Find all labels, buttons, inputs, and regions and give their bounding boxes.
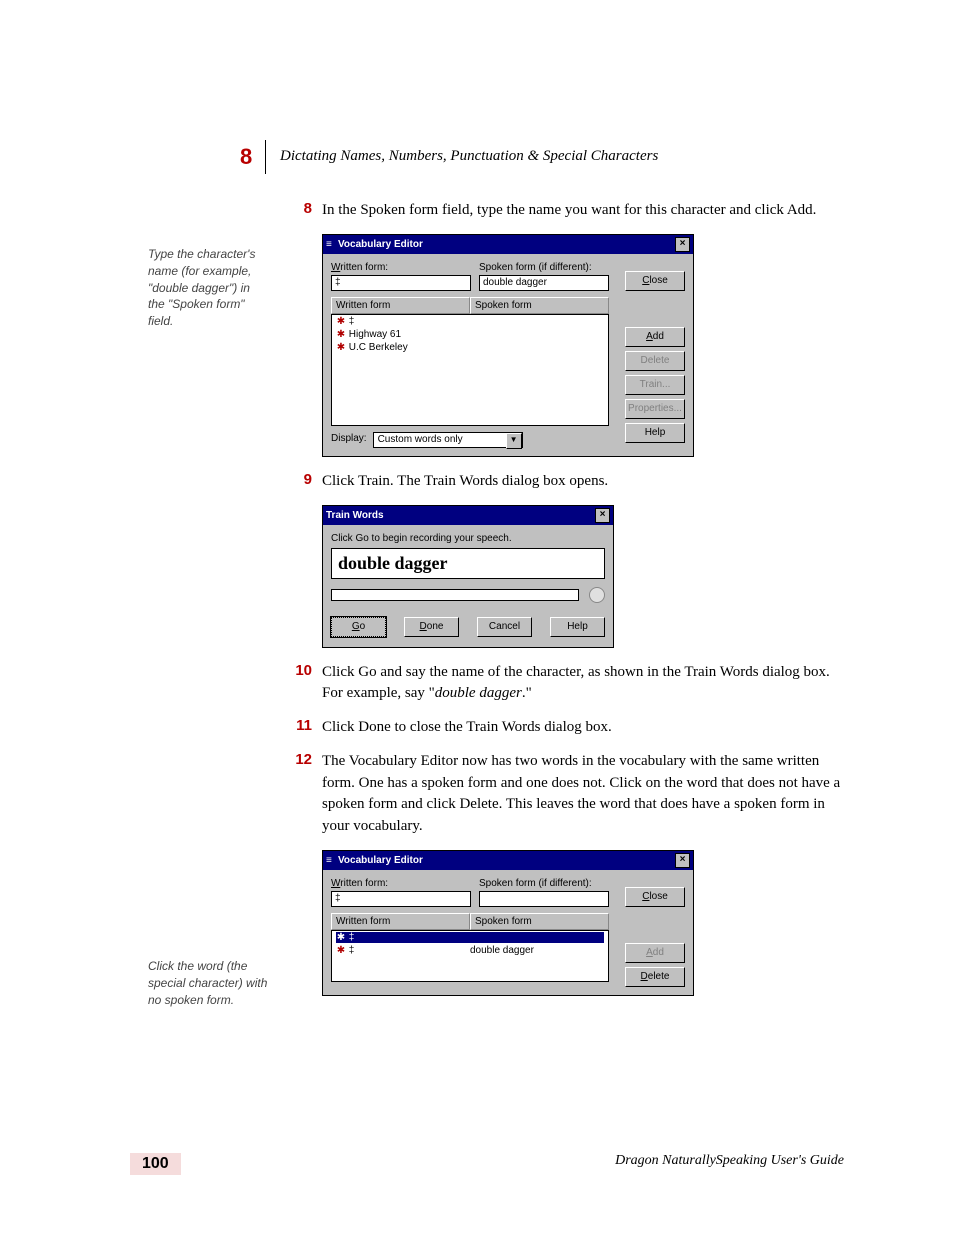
list-item[interactable]: ✱ ‡ double dagger [332,944,608,957]
list-item[interactable]: ✱ Highway 61 [332,328,608,341]
app-icon: ≡ [326,855,338,866]
chapter-title: Dictating Names, Numbers, Punctuation & … [280,148,658,165]
volume-icon [589,587,605,603]
record-icon: ✱ [336,945,346,956]
step-8: 8 In the Spoken form field, type the nam… [280,200,844,222]
dialog-title: Train Words [326,510,384,521]
chapter-rule [265,140,266,174]
spoken-form-label: Spoken form (if different): [479,878,609,889]
record-icon: ✱ [336,329,346,340]
add-button[interactable]: Add [625,943,685,963]
vocabulary-editor-dialog: ≡Vocabulary Editor × WWritten form:ritte… [322,234,694,457]
spoken-form-input[interactable]: double dagger [479,275,609,291]
spoken-form-input[interactable] [479,891,609,907]
spoken-form-label: Spoken form (if different): [479,262,609,273]
list-item-selected[interactable]: ✱ ‡ [332,931,608,944]
train-words-dialog: Train Words × Click Go to begin recordin… [322,505,614,648]
list-header-row: Written form Spoken form [331,297,609,314]
chapter-number: 8 [240,144,252,170]
done-button[interactable]: Done [404,617,459,637]
page-number: 100 [130,1153,181,1175]
step-number: 12 [280,751,322,838]
book-title: Dragon NaturallySpeaking User's Guide [615,1153,844,1175]
col-spoken-header: Spoken form [470,913,609,930]
col-written-header: Written form [331,913,470,930]
dialog-titlebar: Train Words × [323,506,613,525]
step-number: 10 [280,662,322,706]
word-list[interactable]: ✱ ‡ ✱ ‡ double dagger [331,930,609,982]
step-text: In the Spoken form field, type the name … [322,200,844,222]
step-text: Click Go and say the name of the charact… [322,662,844,706]
written-form-input[interactable]: ‡ [331,275,471,291]
close-icon[interactable]: × [595,508,610,523]
step-number: 8 [280,200,322,222]
dialog-titlebar: ≡Vocabulary Editor × [323,235,693,254]
written-form-input[interactable]: ‡ [331,891,471,907]
progress-bar [331,589,579,601]
display-dropdown-value: Custom words only [374,433,479,446]
train-word-display: double dagger [331,548,605,579]
list-item[interactable]: ✱ ‡ [332,315,608,328]
step-number: 11 [280,717,322,739]
page-footer: 100 Dragon NaturallySpeaking User's Guid… [0,1153,954,1175]
step-12: 12 The Vocabulary Editor now has two wor… [280,751,844,838]
written-form-label: WWritten form:ritten form: [331,262,471,273]
delete-button[interactable]: Delete [625,351,685,371]
dialog-title: Vocabulary Editor [338,239,423,250]
list-header-row: Written form Spoken form [331,913,609,930]
close-icon[interactable]: × [675,853,690,868]
step-text: Click Done to close the Train Words dial… [322,717,844,739]
train-button[interactable]: Train... [625,375,685,395]
add-button[interactable]: Add [625,327,685,347]
record-icon: ✱ [336,932,346,943]
app-icon: ≡ [326,239,338,250]
step-9: 9 Click Train. The Train Words dialog bo… [280,471,844,493]
word-list[interactable]: ✱ ‡ ✱ Highway 61 ✱ U.C Berkeley [331,314,609,426]
close-button[interactable]: Close [625,887,685,907]
display-dropdown[interactable]: Custom words only ▼ [373,432,523,448]
col-spoken-header: Spoken form [470,297,609,314]
record-icon: ✱ [336,342,346,353]
margin-note-click-word: Click the word (the special character) w… [148,958,268,1008]
dialog-titlebar: ≡Vocabulary Editor × [323,851,693,870]
record-icon: ✱ [336,316,346,327]
vocabulary-editor-dialog-2: ≡Vocabulary Editor × Written form: ‡ Spo… [322,850,694,996]
step-number: 9 [280,471,322,493]
margin-note-spoken-form: Type the character's name (for example, … [148,246,268,330]
help-button[interactable]: Help [550,617,605,637]
close-icon[interactable]: × [675,237,690,252]
chevron-down-icon[interactable]: ▼ [506,433,522,449]
train-instruction: Click Go to begin recording your speech. [331,533,605,544]
go-button[interactable]: Go [331,617,386,637]
properties-button[interactable]: Properties... [625,399,685,419]
cancel-button[interactable]: Cancel [477,617,532,637]
dialog-title: Vocabulary Editor [338,855,423,866]
page: 8 Dictating Names, Numbers, Punctuation … [0,0,954,1235]
display-label: Display: [331,433,367,444]
close-button[interactable]: Close [625,271,685,291]
list-item[interactable]: ✱ U.C Berkeley [332,341,608,354]
help-button[interactable]: Help [625,423,685,443]
step-10: 10 Click Go and say the name of the char… [280,662,844,706]
col-written-header: Written form [331,297,470,314]
step-text: Click Train. The Train Words dialog box … [322,471,844,493]
step-11: 11 Click Done to close the Train Words d… [280,717,844,739]
delete-button[interactable]: Delete [625,967,685,987]
step-text: The Vocabulary Editor now has two words … [322,751,844,838]
written-form-label: Written form: [331,878,471,889]
